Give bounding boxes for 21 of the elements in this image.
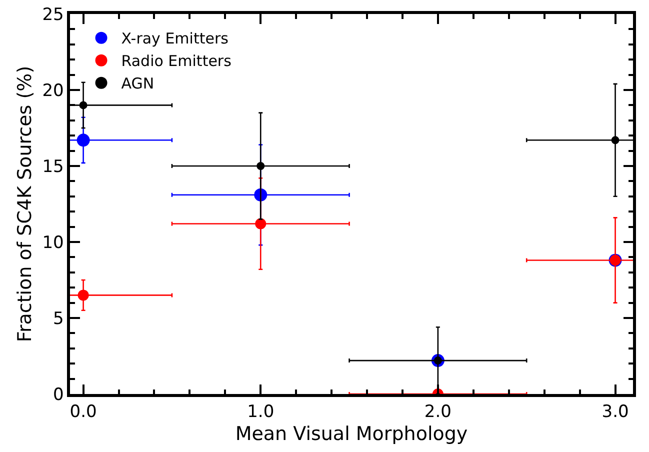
y-tick-label: 5 <box>53 308 64 329</box>
point <box>611 136 620 144</box>
x-tick-label: 3.0 <box>602 402 629 422</box>
x-axis-title: Mean Visual Morphology <box>235 422 468 445</box>
x-tick-label: 0.0 <box>70 402 97 422</box>
point <box>79 101 88 110</box>
y-tick-label: 10 <box>42 232 64 253</box>
point <box>255 218 266 230</box>
point <box>256 162 265 170</box>
y-tick-label: 25 <box>42 4 64 25</box>
legend-label: Radio Emitters <box>121 52 232 70</box>
point <box>76 134 90 147</box>
legend-label: X-ray Emitters <box>121 30 229 48</box>
legend-label: AGN <box>121 74 154 93</box>
x-tick-label: 1.0 <box>247 402 274 422</box>
point <box>78 290 89 301</box>
y-tick-label: 20 <box>42 80 64 101</box>
y-tick-label: 15 <box>42 156 64 177</box>
y-axis-title: Fraction of SC4K Sources (%) <box>14 66 36 342</box>
x-tick-label: 2.0 <box>424 402 452 422</box>
y-tick-label: 0 <box>53 384 64 405</box>
